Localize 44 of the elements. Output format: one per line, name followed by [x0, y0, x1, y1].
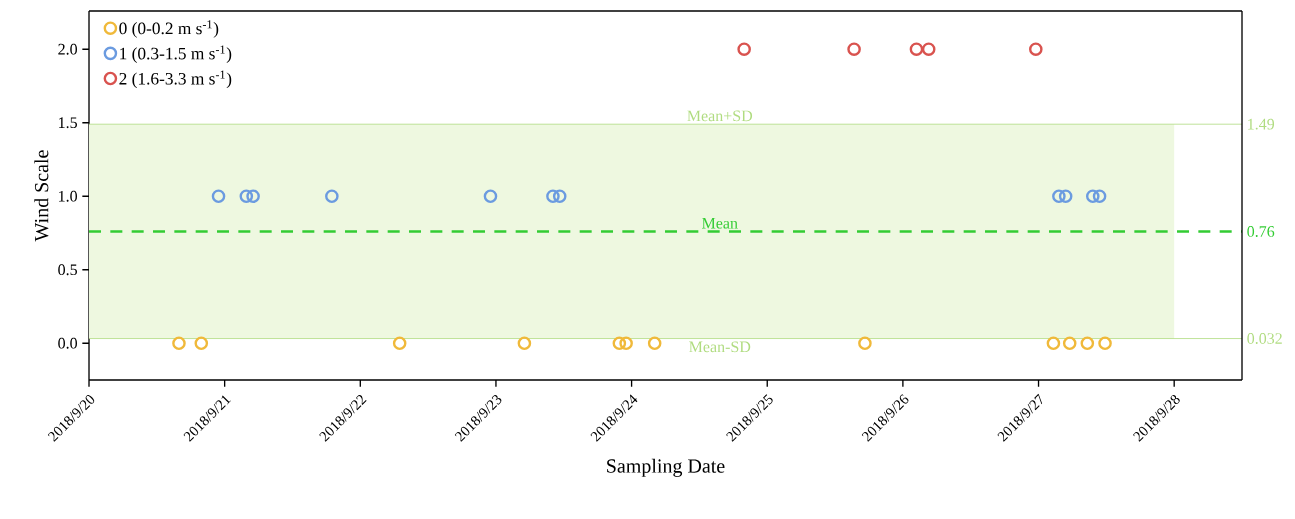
point [647, 336, 662, 351]
ref-line-label: Mean+SD [687, 110, 753, 122]
point [1092, 189, 1107, 204]
point [546, 189, 560, 204]
point [1052, 189, 1066, 204]
y-tick-label: 2.0 [58, 43, 78, 55]
point [612, 336, 627, 351]
point [619, 336, 633, 351]
point [858, 336, 872, 351]
point [1062, 336, 1077, 351]
point [194, 336, 209, 351]
point [552, 189, 567, 204]
y-tick-label: 1.5 [59, 117, 78, 129]
point [1058, 189, 1073, 204]
point [847, 42, 861, 57]
point [172, 336, 186, 351]
point [392, 336, 407, 351]
point [921, 42, 936, 57]
point [1098, 336, 1112, 351]
y2-tick-label: 1.49 [1248, 118, 1275, 130]
y-axis-title: Wind Scale [34, 150, 49, 242]
point [246, 189, 260, 204]
point [1080, 336, 1095, 351]
point [483, 189, 498, 204]
point [1046, 336, 1061, 351]
point [1085, 189, 1100, 204]
point [239, 189, 254, 204]
point [325, 189, 339, 204]
y-tick-label: 0.0 [58, 337, 78, 349]
point [1029, 42, 1043, 57]
point [517, 336, 532, 351]
y2-tick-label: 0.76 [1247, 226, 1275, 237]
y2-tick-label: 0.032 [1247, 333, 1282, 344]
y-tick-label: 0.5 [58, 264, 78, 276]
legend-label: 1 (0.3-1.5 m s$^{-1}$) [120, 45, 232, 63]
point [737, 42, 751, 57]
y-tick-label: 1.0 [59, 190, 78, 202]
point [909, 42, 924, 57]
legend-label: 2 (1.6-3.3 m s$^{-1}$) [119, 70, 232, 89]
ref-line-label: Mean [702, 217, 738, 229]
legend-label: 0 (0-0.2 m s$^{-1}$) [119, 20, 219, 38]
ref-line-label: Mean-SD [689, 341, 751, 353]
x-axis-title: Sampling Date [607, 458, 725, 477]
point [211, 189, 226, 204]
